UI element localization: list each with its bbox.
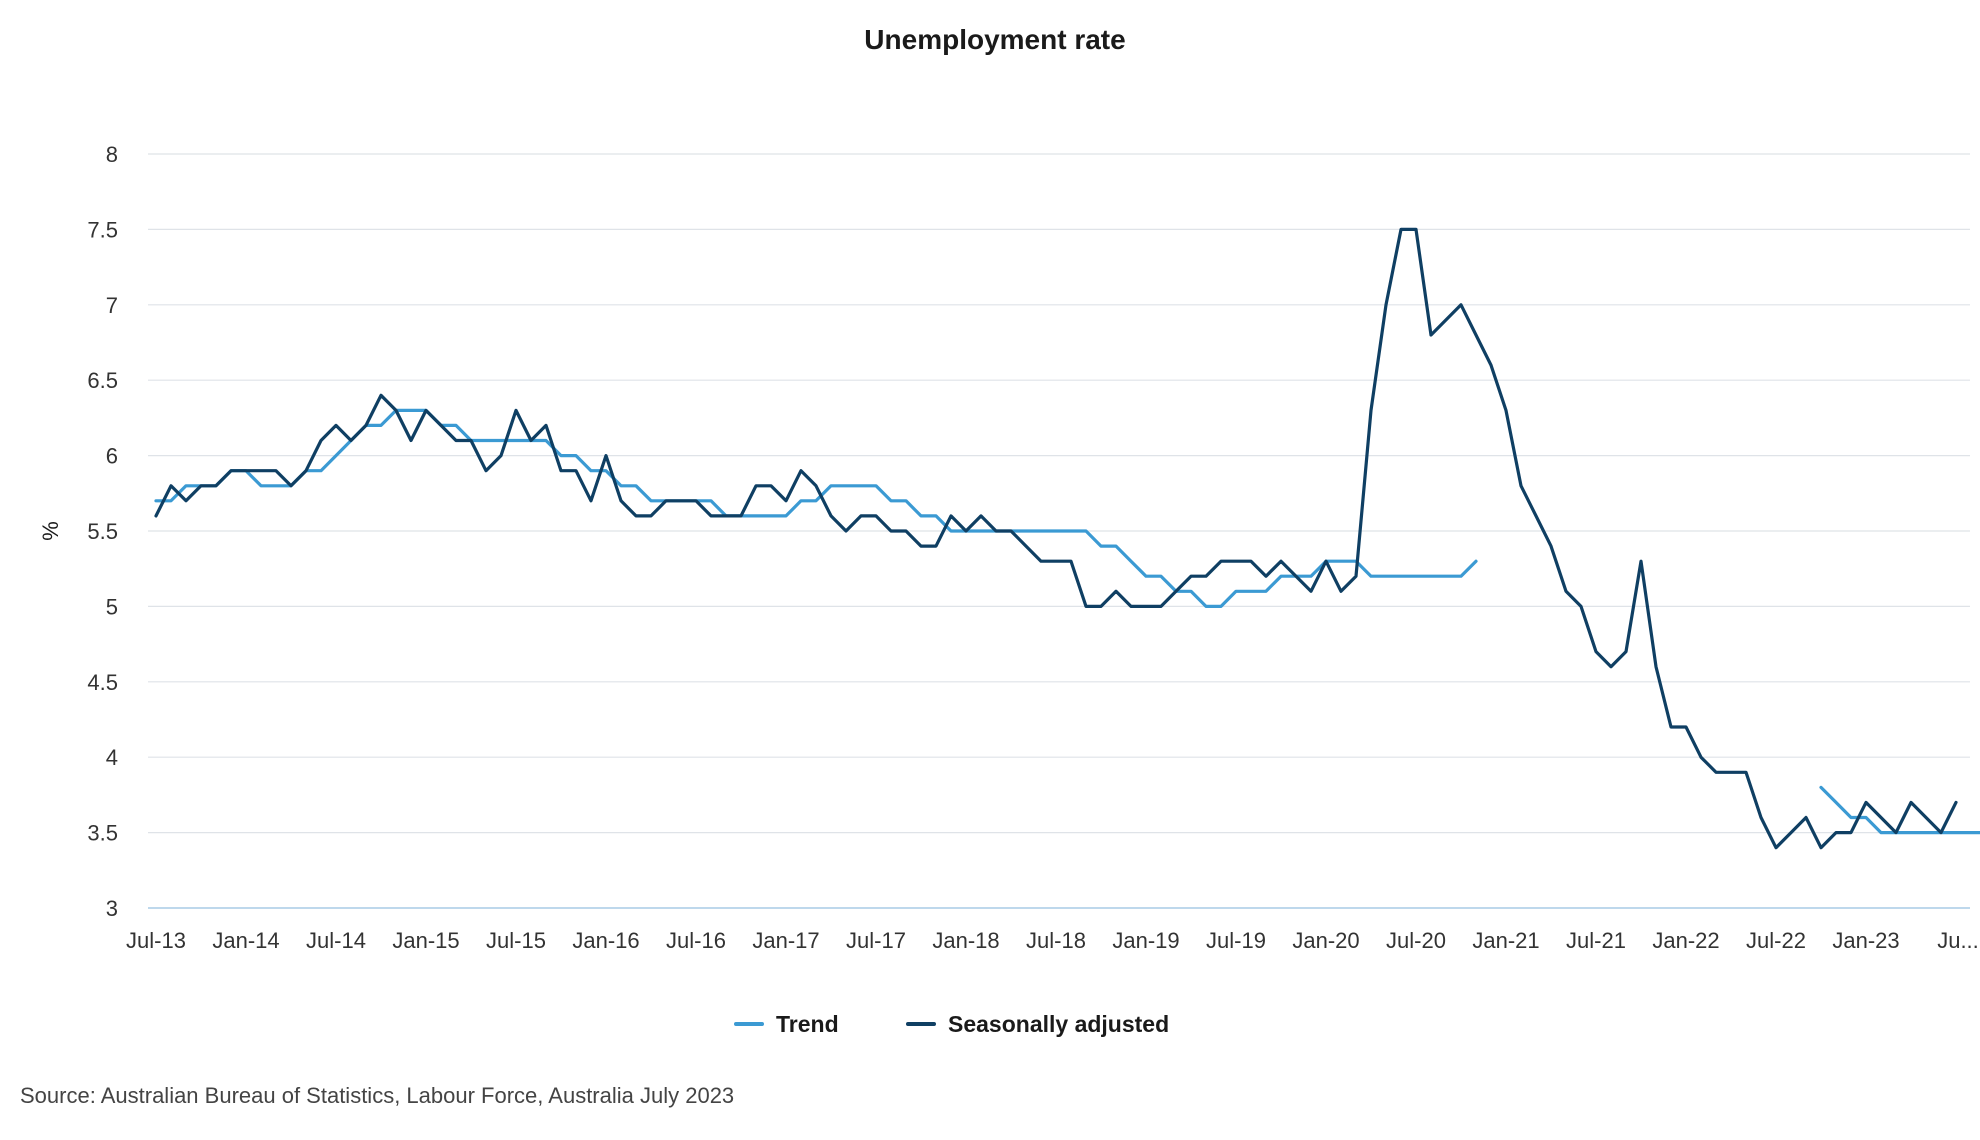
y-tick-label: 5.5 [87,519,118,544]
y-tick-label: 3.5 [87,821,118,846]
x-tick-label: Jul-15 [486,928,546,953]
chart-title: Unemployment rate [864,24,1125,55]
x-tick-label: Jul-14 [306,928,366,953]
series-line-trend [154,408,1980,835]
y-tick-label: 7.5 [87,217,118,242]
y-axis-ticks: 3 3.5 4 4.5 5 5.5 6 6.5 7 7.5 8 [87,142,118,921]
x-tick-label: Jan-14 [212,928,279,953]
x-tick-label: Jul-16 [666,928,726,953]
x-tick-label: Jan-22 [1652,928,1719,953]
x-axis-ticks: Jul-13 Jan-14 Jul-14 Jan-15 Jul-15 Jan-16 Jul-… [126,928,1979,953]
y-tick-label: 5 [106,594,118,619]
x-tick-label: Jan-23 [1832,928,1899,953]
y-tick-label: 4.5 [87,670,118,695]
x-tick-label: Ju... [1937,928,1979,953]
y-tick-label: 8 [106,142,118,167]
x-tick-label: Jan-17 [752,928,819,953]
x-tick-label: Jul-13 [126,928,186,953]
x-tick-label: Jan-18 [932,928,999,953]
x-tick-label: Jul-18 [1026,928,1086,953]
x-tick-label: Jan-15 [392,928,459,953]
y-tick-label: 7 [106,293,118,318]
x-tick-label: Jan-20 [1292,928,1359,953]
series-lines [154,227,1980,850]
x-tick-label: Jan-16 [572,928,639,953]
source-note: Source: Australian Bureau of Statistics,… [20,1083,734,1108]
series-line-seasonally-adjusted [154,227,1958,850]
y-axis-label: % [38,521,63,541]
y-tick-label: 6.5 [87,368,118,393]
legend-label: Seasonally adjusted [948,1011,1169,1037]
y-tick-label: 6 [106,444,118,469]
x-tick-label: Jul-20 [1386,928,1446,953]
legend-label: Trend [776,1011,839,1037]
x-tick-label: Jul-19 [1206,928,1266,953]
y-tick-label: 4 [106,745,118,770]
y-tick-label: 3 [106,896,118,921]
x-tick-label: Jan-19 [1112,928,1179,953]
x-tick-label: Jul-21 [1566,928,1626,953]
x-tick-label: Jan-21 [1472,928,1539,953]
x-tick-label: Jul-22 [1746,928,1806,953]
legend: Trend Seasonally adjusted [734,1011,1169,1037]
x-tick-label: Jul-17 [846,928,906,953]
